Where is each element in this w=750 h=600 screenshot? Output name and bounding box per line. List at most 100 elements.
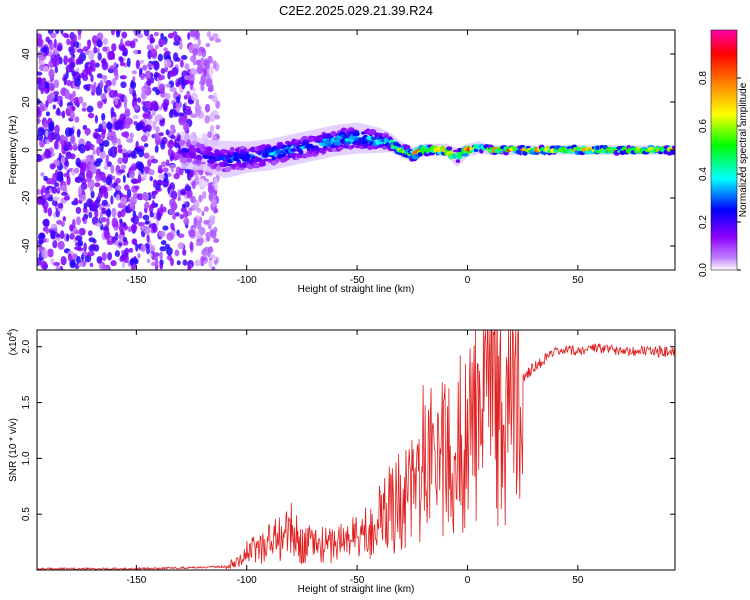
spectrogram-noise-cell bbox=[215, 100, 221, 109]
spectrogram-ridge-halo bbox=[336, 124, 339, 156]
spectrogram-noise-cell bbox=[101, 252, 107, 261]
spectrogram-ridge-cell bbox=[298, 149, 304, 155]
spectrogram-noise-cell bbox=[203, 219, 210, 224]
spectrogram-ridge-cell bbox=[190, 153, 195, 159]
spectrogram-noise-cell bbox=[214, 114, 221, 120]
spectrogram-noise-cell bbox=[129, 165, 137, 172]
spectrogram-noise-cell bbox=[126, 138, 134, 143]
spectrogram-noise-cell bbox=[60, 221, 65, 227]
spectrogram-noise-cell bbox=[194, 30, 200, 40]
spectrogram-noise-cell bbox=[180, 188, 187, 196]
spectrogram-noise-cell bbox=[158, 83, 166, 93]
snr-x-axis-label: Height of straight line (km) bbox=[298, 584, 415, 595]
spectrogram-noise-cell bbox=[93, 244, 100, 252]
spectrogram-x-tick-label: -150 bbox=[126, 275, 146, 286]
spectrogram-noise-cell bbox=[60, 156, 66, 165]
spectrogram-noise-cell bbox=[174, 141, 179, 149]
spectrogram-noise-cell bbox=[139, 225, 147, 232]
spectrogram-noise-cell bbox=[52, 196, 60, 202]
spectrogram-noise-cell bbox=[73, 142, 78, 150]
spectrogram-noise-cell bbox=[188, 228, 196, 238]
colorbar-label: Normalized spectral amplitude bbox=[738, 82, 749, 217]
snr-y-axis-label: SNR (10 * v/v) bbox=[8, 418, 19, 482]
spectrogram-noise-cell bbox=[99, 79, 104, 89]
spectrogram-ridge-cell bbox=[205, 151, 214, 157]
spectrogram-noise-cell bbox=[144, 70, 152, 80]
spectrogram-noise-cell bbox=[148, 169, 155, 176]
spectrogram-noise-cell bbox=[180, 59, 184, 68]
spectrogram-ridge-cell bbox=[240, 161, 249, 168]
spectrogram-ridge-cell bbox=[455, 159, 461, 164]
spectrogram-noise-cell bbox=[65, 151, 72, 160]
snr-y-multiplier: (x104) bbox=[7, 329, 19, 356]
spectrogram-y-tick-label: 20 bbox=[21, 96, 32, 108]
spectrogram-noise-cell bbox=[200, 256, 204, 264]
spectrogram-noise-cell bbox=[69, 233, 75, 240]
spectrogram-noise-cell bbox=[76, 256, 81, 265]
spectrogram-noise-cell bbox=[146, 258, 151, 264]
spectrogram-noise-cell bbox=[92, 148, 96, 156]
spectrogram-ridge-halo bbox=[199, 137, 201, 171]
figure-title: C2E2.2025.029.21.39.R24 bbox=[279, 3, 433, 18]
spectrogram-noise-cell bbox=[86, 105, 94, 113]
spectrogram-noise-cell bbox=[182, 259, 188, 266]
spectrogram-noise-cell bbox=[77, 56, 82, 64]
spectrogram-noise-cell bbox=[93, 46, 98, 54]
spectrogram-noise-cell bbox=[43, 45, 48, 54]
spectrogram-noise-cell bbox=[141, 85, 148, 93]
spectrogram-noise-cell bbox=[167, 147, 173, 157]
spectrogram-noise-cell bbox=[130, 80, 137, 90]
snr-multiplier-prefix: (x10 bbox=[8, 335, 19, 355]
spectrogram-noise-cell bbox=[83, 242, 87, 253]
spectrogram-noise-cell bbox=[44, 139, 50, 145]
spectrogram-noise-cell bbox=[151, 255, 156, 261]
spectrogram-x-tick-label: -50 bbox=[350, 275, 365, 286]
spectrogram-noise-cell bbox=[119, 218, 123, 224]
spectrogram-noise-cell bbox=[78, 194, 87, 202]
spectrogram-noise-cell bbox=[132, 115, 139, 120]
spectrogram-noise-cell bbox=[111, 236, 116, 244]
spectrogram-noise-cell bbox=[102, 175, 107, 184]
spectrogram-noise-cell bbox=[128, 247, 134, 253]
spectrogram-noise-cell bbox=[56, 175, 64, 182]
spectrogram-noise-cell bbox=[169, 182, 176, 191]
spectrogram-noise-cell bbox=[66, 38, 71, 46]
spectrogram-noise-cell bbox=[183, 122, 190, 132]
spectrogram-noise-cell bbox=[68, 144, 73, 151]
spectrogram-noise-cell bbox=[146, 78, 152, 86]
spectrogram-noise-cell bbox=[39, 102, 46, 112]
spectrogram-noise-cell bbox=[161, 102, 166, 108]
spectrogram-noise-cell bbox=[137, 97, 142, 103]
spectrogram-noise-cell bbox=[91, 164, 97, 175]
spectrogram-noise-cell bbox=[208, 246, 214, 254]
spectrogram-noise-cell bbox=[77, 96, 84, 104]
spectrogram-noise-cell bbox=[184, 185, 192, 192]
spectrogram-noise-cell bbox=[156, 211, 162, 221]
spectrogram-noise-cell bbox=[121, 31, 128, 39]
spectrogram-noise-cell bbox=[158, 174, 165, 180]
spectrogram-noise-cell bbox=[45, 36, 51, 43]
spectrogram-noise-cell bbox=[53, 79, 60, 89]
spectrogram-noise-cell bbox=[183, 209, 189, 219]
spectrogram-noise-cell bbox=[45, 111, 51, 117]
spectrogram-noise-cell bbox=[169, 108, 176, 115]
spectrogram-noise-cell bbox=[85, 127, 90, 137]
spectrogram-noise-cell bbox=[74, 77, 81, 87]
spectrogram-noise-cell bbox=[57, 240, 65, 250]
colorbar-tick-label: 0.4 bbox=[698, 167, 709, 181]
spectrogram-noise-cell bbox=[160, 240, 167, 246]
spectrogram-ridge-cell bbox=[330, 131, 337, 137]
spectrogram-noise-cell bbox=[152, 179, 157, 184]
spectrogram-noise-cell bbox=[102, 139, 110, 147]
spectrogram-noise-cell bbox=[122, 174, 126, 184]
spectrogram-noise-cell bbox=[213, 177, 218, 187]
spectrogram-noise-cell bbox=[60, 30, 64, 35]
spectrogram-ridge-halo bbox=[316, 128, 319, 160]
spectrogram-noise-cell bbox=[162, 167, 169, 173]
spectrogram-ridge-halo bbox=[375, 126, 377, 154]
spectrogram-noise-cell bbox=[175, 106, 181, 113]
spectrogram-noise-cell bbox=[167, 140, 175, 149]
spectrogram-noise-cell bbox=[165, 129, 170, 136]
spectrogram-noise-cell bbox=[67, 253, 72, 262]
